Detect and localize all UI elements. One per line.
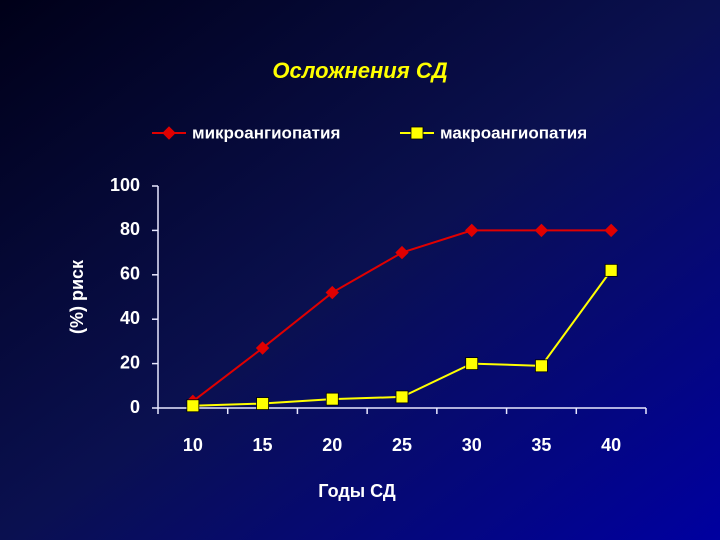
y-tick-label: 40 [120, 308, 140, 328]
y-tick-label: 100 [110, 175, 140, 195]
y-tick-label: 80 [120, 219, 140, 239]
data-point [325, 392, 339, 406]
data-point [186, 399, 200, 413]
legend-marker [410, 126, 424, 140]
legend-marker [162, 126, 176, 140]
data-point [395, 245, 409, 260]
data-point [255, 341, 270, 355]
legend-label: микроангиопатия [192, 123, 340, 142]
x-tick-label: 25 [392, 435, 412, 455]
x-axis-label: Годы СД [318, 481, 396, 501]
x-tick-label: 15 [253, 435, 273, 455]
x-tick-label: 20 [322, 435, 342, 455]
y-tick-label: 60 [120, 264, 140, 284]
data-point [534, 223, 549, 238]
x-tick-label: 10 [183, 435, 203, 455]
x-tick-label: 40 [601, 435, 621, 455]
data-point [535, 359, 548, 373]
data-point [465, 357, 479, 371]
data-point [256, 397, 269, 410]
y-axis-label: (%) риск [67, 259, 87, 334]
y-tick-label: 0 [130, 397, 140, 417]
data-point [604, 223, 618, 238]
data-point [325, 285, 339, 300]
data-point [465, 223, 479, 238]
chart-title: Осложнения СД [272, 58, 447, 83]
data-point [395, 390, 409, 404]
legend-label: макроангиопатия [440, 123, 587, 142]
x-tick-label: 30 [462, 435, 482, 455]
data-point [604, 263, 618, 277]
x-tick-label: 35 [531, 435, 551, 455]
y-tick-label: 20 [120, 352, 140, 372]
